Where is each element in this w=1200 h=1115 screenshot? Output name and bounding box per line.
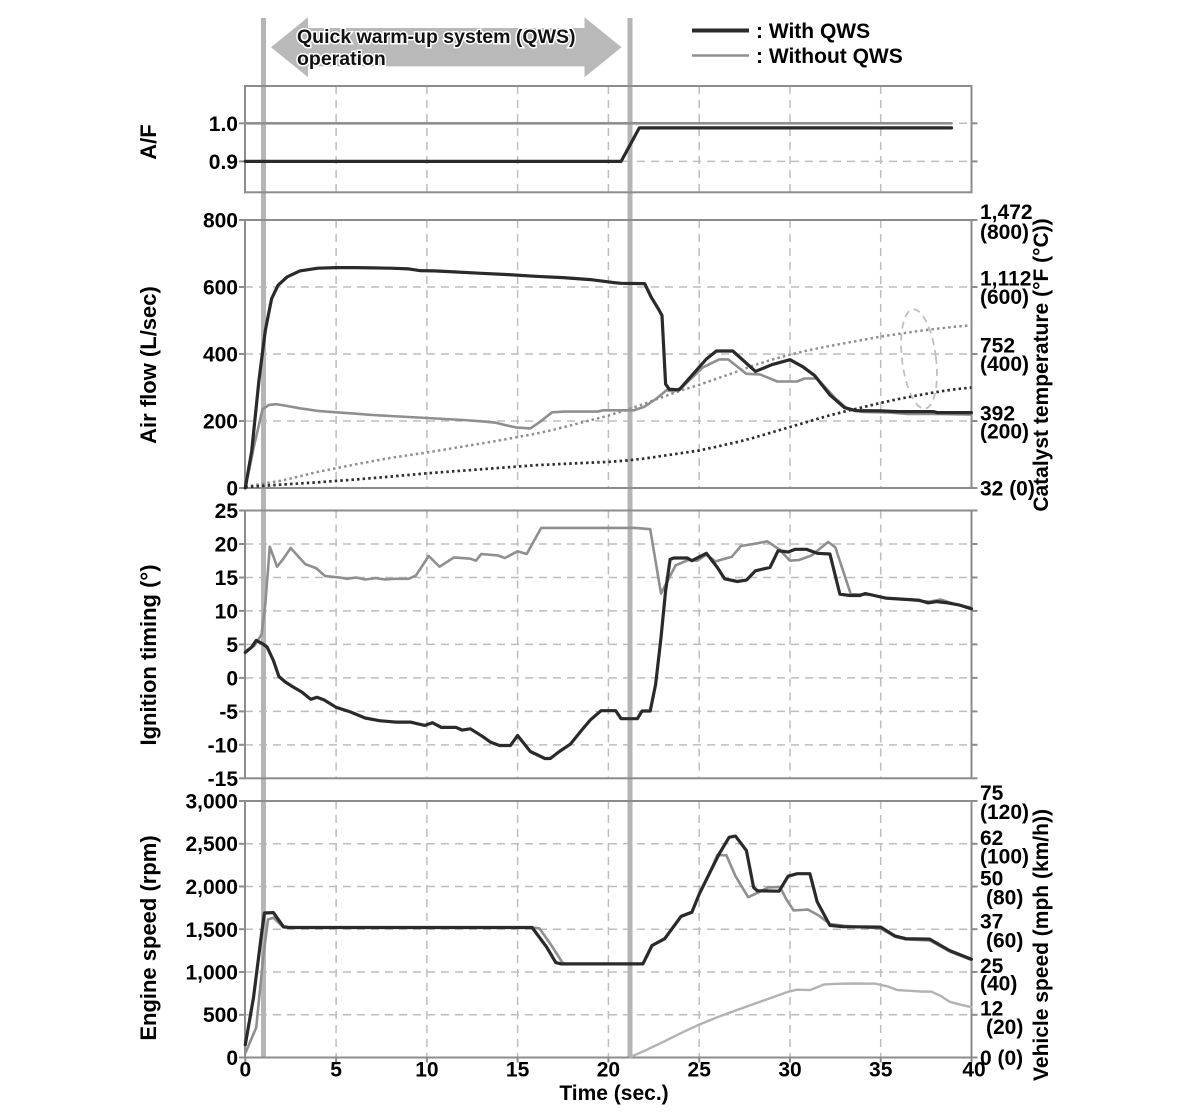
svg-text:10: 10 [415, 1059, 438, 1082]
svg-text:50: 50 [980, 868, 1003, 891]
svg-text:20: 20 [597, 1059, 620, 1082]
svg-text:: With QWS: : With QWS [756, 20, 870, 43]
svg-text:10: 10 [215, 600, 238, 623]
svg-text:200: 200 [203, 411, 238, 434]
svg-text:(20): (20) [986, 1016, 1023, 1039]
svg-text:32 (0): 32 (0) [980, 478, 1035, 501]
svg-text:800: 800 [203, 210, 238, 233]
svg-text:(40): (40) [980, 973, 1017, 996]
svg-text:(600): (600) [980, 286, 1029, 309]
svg-text:Quick warm-up system (QWS): Quick warm-up system (QWS) [297, 26, 575, 48]
svg-text:400: 400 [203, 344, 238, 367]
svg-text:operation: operation [297, 48, 386, 70]
svg-text:(80): (80) [986, 887, 1023, 910]
svg-text:(100): (100) [980, 846, 1029, 869]
svg-text:25: 25 [688, 1059, 712, 1082]
svg-text:1.0: 1.0 [209, 113, 238, 136]
svg-text:1,000: 1,000 [185, 962, 238, 985]
svg-text:0: 0 [239, 1059, 251, 1082]
svg-text:(400): (400) [980, 353, 1029, 376]
svg-text:25: 25 [980, 955, 1004, 978]
svg-text:5: 5 [330, 1059, 342, 1082]
svg-text:1,500: 1,500 [185, 919, 238, 942]
svg-text:15: 15 [215, 567, 239, 590]
svg-text:2,500: 2,500 [185, 833, 238, 856]
svg-text:(800): (800) [980, 221, 1029, 244]
svg-text:12: 12 [980, 998, 1003, 1021]
svg-text:-10: -10 [208, 734, 238, 757]
svg-text:35: 35 [869, 1059, 893, 1082]
svg-text:Vehicle speed (mph (km/h)): Vehicle speed (mph (km/h)) [1030, 809, 1053, 1081]
svg-text:75: 75 [980, 782, 1004, 805]
svg-text:-15: -15 [208, 768, 239, 791]
svg-text:0: 0 [226, 1047, 238, 1070]
svg-text:500: 500 [203, 1004, 238, 1027]
svg-text:392: 392 [980, 403, 1015, 426]
svg-text:15: 15 [506, 1059, 530, 1082]
svg-text:Air flow (L/sec): Air flow (L/sec) [136, 286, 161, 444]
svg-text:25: 25 [215, 500, 239, 523]
svg-text:37: 37 [980, 911, 1003, 934]
svg-text:2,000: 2,000 [185, 876, 238, 899]
svg-text:Engine speed (rpm): Engine speed (rpm) [136, 835, 161, 1040]
svg-text:0: 0 [226, 667, 238, 690]
svg-text:752: 752 [980, 335, 1015, 358]
svg-text:: Without QWS: : Without QWS [756, 45, 903, 68]
svg-text:1,112: 1,112 [980, 268, 1031, 291]
svg-text:1,472: 1,472 [980, 201, 1033, 224]
svg-text:0.9: 0.9 [209, 151, 238, 174]
svg-text:0 (0): 0 (0) [980, 1047, 1023, 1070]
svg-text:Ignition timing (°): Ignition timing (°) [136, 564, 161, 745]
svg-text:(200): (200) [980, 421, 1029, 444]
svg-text:30: 30 [778, 1059, 801, 1082]
svg-text:Time (sec.): Time (sec.) [559, 1082, 668, 1105]
svg-text:A/F: A/F [136, 124, 161, 159]
svg-text:5: 5 [226, 634, 238, 657]
svg-text:0: 0 [226, 478, 238, 501]
svg-text:600: 600 [203, 277, 238, 300]
svg-text:20: 20 [215, 534, 238, 557]
svg-text:Catalyst temperature (°F (°C)): Catalyst temperature (°F (°C)) [1030, 218, 1053, 511]
svg-text:-5: -5 [219, 701, 238, 724]
svg-text:62: 62 [980, 827, 1003, 850]
svg-text:40: 40 [962, 1059, 985, 1082]
svg-text:3,000: 3,000 [185, 791, 238, 814]
svg-text:(120): (120) [980, 801, 1029, 824]
svg-text:(60): (60) [986, 930, 1023, 953]
